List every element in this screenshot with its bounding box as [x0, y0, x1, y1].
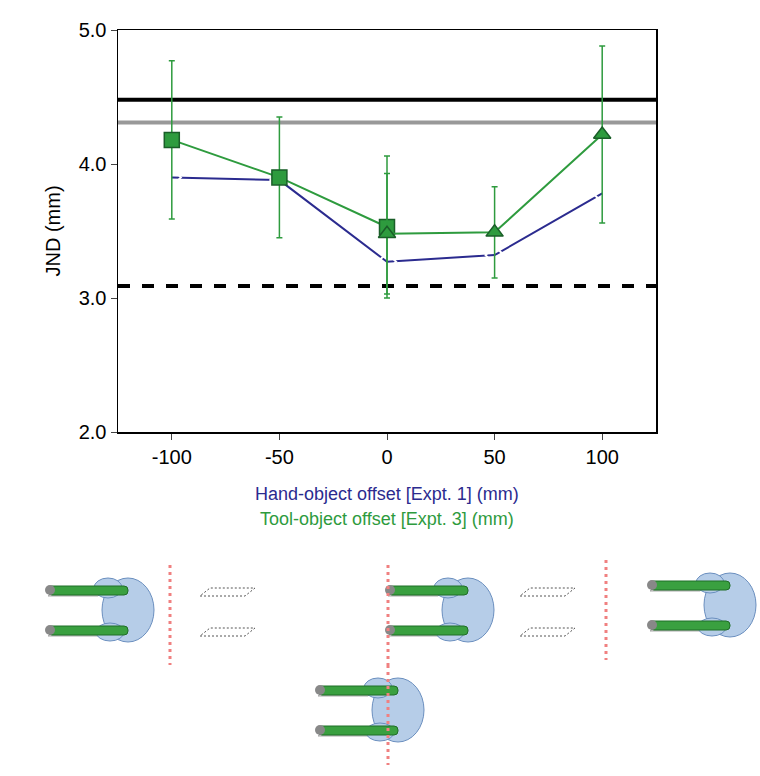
svg-text:Hand-object offset [Expt. 1] (: Hand-object offset [Expt. 1] (mm) [255, 484, 519, 504]
svg-text:50: 50 [483, 446, 505, 468]
svg-text:5.0: 5.0 [79, 19, 107, 41]
svg-text:Tool-object offset [Expt. 3] (: Tool-object offset [Expt. 3] (mm) [260, 509, 514, 529]
svg-text:JND (mm): JND (mm) [42, 185, 64, 276]
svg-text:0: 0 [381, 446, 392, 468]
svg-text:-100: -100 [152, 446, 192, 468]
svg-text:3.0: 3.0 [79, 287, 107, 309]
svg-text:4.0: 4.0 [79, 153, 107, 175]
svg-text:2.0: 2.0 [79, 421, 107, 443]
svg-text:100: 100 [586, 446, 619, 468]
svg-text:-50: -50 [265, 446, 294, 468]
